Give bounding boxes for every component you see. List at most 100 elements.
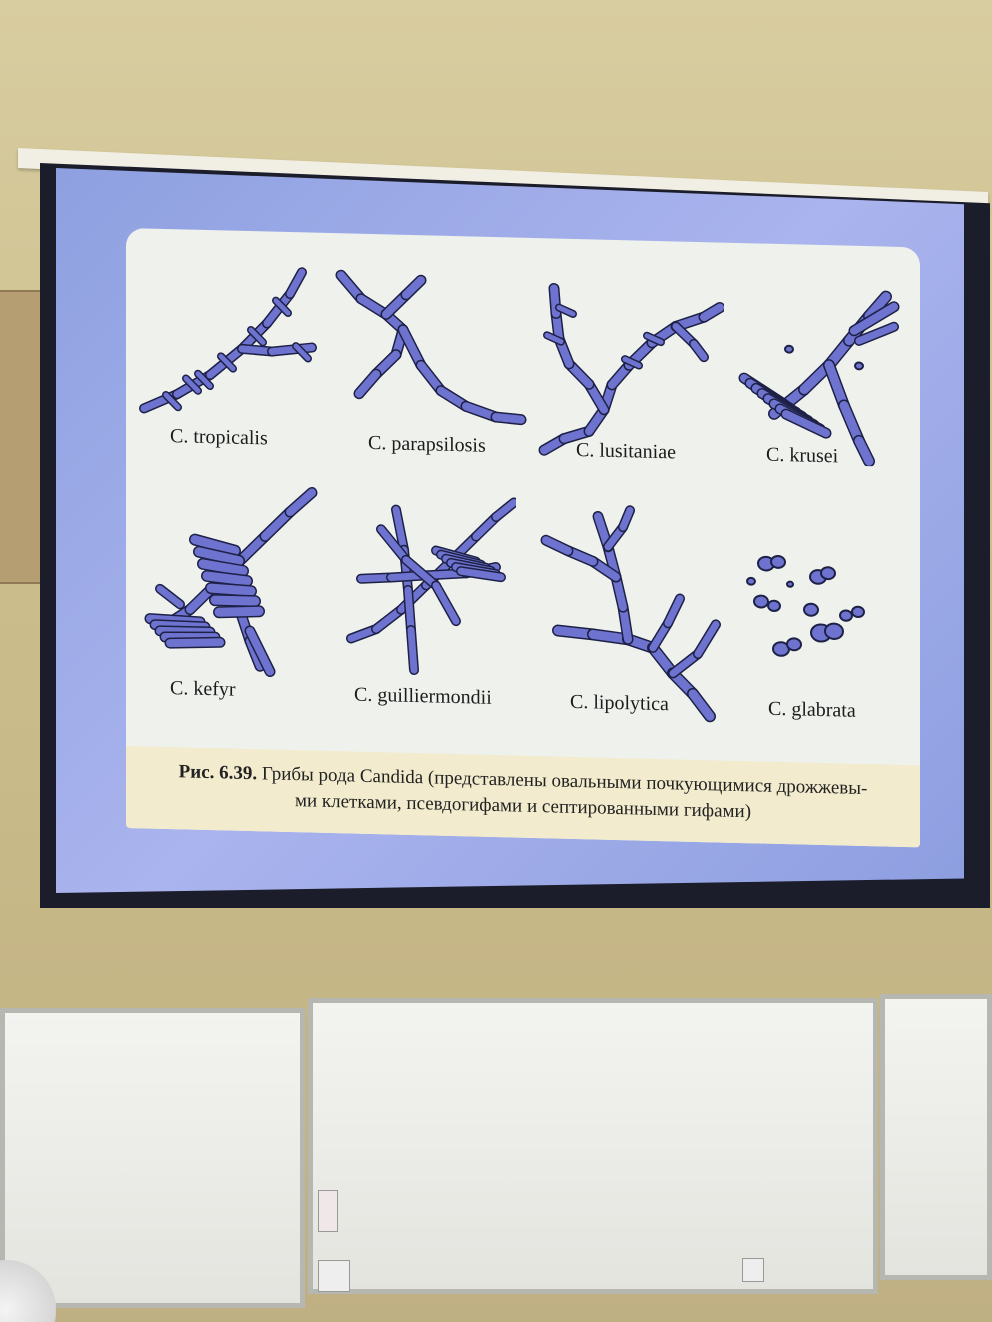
label-kefyr: C. kefyr [170,677,236,701]
guilliermondii-hyphae-drawing [346,497,516,676]
yeast-cell [854,361,864,371]
cell-body [855,323,898,345]
cell-body [644,333,664,345]
cell-body [246,627,274,676]
yeast-cell [803,602,819,617]
cell-body [210,595,260,606]
cell-body [457,567,505,581]
cell-body [206,583,256,596]
figure-lipolytica [538,500,721,734]
guilliermondii-cells [346,497,516,676]
cell-body [492,498,516,521]
lipolytica-cells [540,505,721,723]
yeast-cell [820,566,836,581]
cell-body [824,360,849,411]
cell-body [622,356,642,369]
cell-body [850,302,898,335]
label-lipolytica: C. lipolytica [570,690,669,716]
krusei-cells [738,290,900,468]
cell-body [690,340,708,361]
cell-body [163,392,181,410]
label-guilliermondii: C. guilliermondii [354,683,492,709]
cell-body [248,327,266,345]
cell-body [542,536,572,555]
yeast-cell [784,344,794,354]
cell-body [194,547,244,566]
cell-body [195,371,213,389]
lipolytica-hyphae-drawing [540,505,721,723]
cell-body [198,559,248,576]
krusei-hyphae-drawing [738,290,900,468]
board-marker-holder [742,1258,764,1282]
figure-tropicalis [132,248,317,482]
cell-body [864,292,891,321]
cell-body [202,571,252,586]
cell-body [404,586,415,634]
cell-body [183,375,201,394]
glabrata-cells [746,554,865,657]
kefyr-hyphae-drawing [144,487,318,678]
cell-body [236,532,269,565]
cell-body [166,638,224,648]
cell-body [392,506,408,554]
label-tropicalis: C. tropicalis [170,425,268,450]
cell-body [214,606,264,617]
tropicalis-hyphae-drawing [139,267,317,414]
yeast-cell [753,594,769,609]
cell-body [407,626,418,674]
cell-body [372,606,405,633]
wall-wood-panel [0,290,46,584]
cell-body [782,410,830,438]
cell-body [432,582,460,625]
cell-body [261,508,294,541]
figure-guilliermondii [346,488,526,722]
whiteboard-right [880,994,992,1280]
cell-body [669,650,702,677]
yeast-cell [786,637,802,652]
cell-body [664,595,684,627]
cell-body [556,305,576,317]
glabrata-yeast-drawing [746,554,865,657]
kefyr-cells [144,487,318,678]
wall-socket-panel [318,1260,350,1292]
cell-body [286,268,306,298]
whiteboard-left [0,1008,305,1308]
cell-body [402,556,440,590]
cell-body [218,353,236,372]
figure-lusitaniae [534,268,724,502]
figure-glabrata [746,543,926,777]
cell-body [273,298,291,316]
tropicalis-cells [139,267,317,414]
textbook-figure-slide: C. tropicalis C. parapsilosis C. lusitan… [126,228,920,848]
cell-body [156,585,184,608]
caption-prefix: Рис. 6.39. [178,761,258,785]
cell-body [377,525,410,564]
parapsilosis-hyphae-drawing [335,269,527,426]
yeast-cell [839,609,853,622]
cell-body [700,303,724,322]
cell-body [399,325,425,370]
cell-body [492,413,525,424]
yeast-cell [851,605,865,618]
person-shoulder-corner [0,1260,56,1322]
yeast-cell [746,576,756,586]
cell-body [355,370,380,398]
yeast-cell [770,554,786,569]
cell-body [694,620,720,658]
cell-body [190,535,240,556]
wall-switch-panel [318,1190,338,1232]
cell-body [688,689,715,721]
parapsilosis-cells [335,269,527,426]
cell-body [544,332,564,345]
cell-body [238,345,276,356]
yeast-cell [786,580,794,588]
lusitaniae-cells [538,282,724,456]
cell-body [286,488,316,517]
cell-body [268,344,316,356]
whiteboard-center [308,998,878,1294]
figure-kefyr [140,478,320,712]
cell-body [357,573,395,583]
cell-body [854,436,874,466]
figure-parapsilosis [331,253,527,487]
label-lusitaniae: C. lusitaniae [576,438,676,464]
